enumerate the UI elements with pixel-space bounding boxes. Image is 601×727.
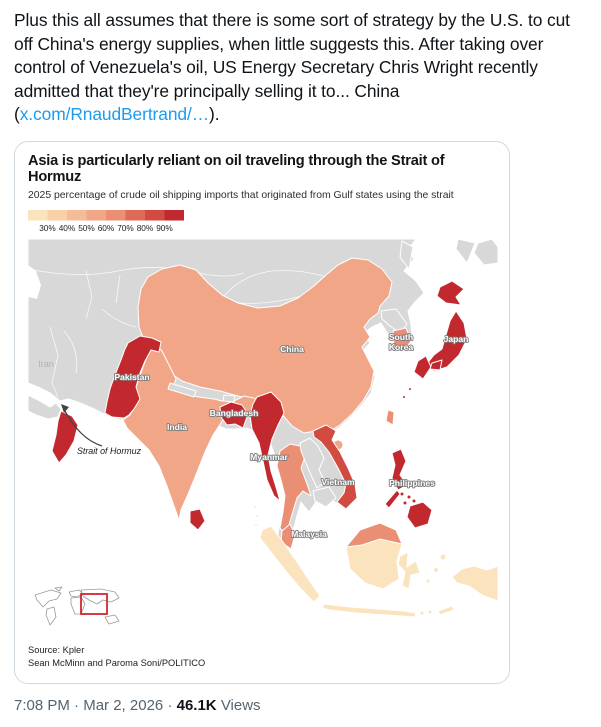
legend-tick-60: 60% [98,223,115,233]
strait-arrow [64,410,103,447]
inset-europe [68,589,84,598]
tweet-meta-footer: 7:08 PM · Mar 2, 2026 · 46.1K Views [0,684,601,727]
label-iran: Iran [38,359,54,369]
country-indonesia-sumatra [259,525,321,603]
country-oman [51,410,79,464]
label-china: China [280,344,304,354]
indonesia-lombok [427,609,433,615]
legend-tick-50: 50% [78,223,95,233]
country-philippines-mindanao [406,501,433,529]
inset-highlight-box [80,593,108,615]
strait-arrowhead [61,403,69,413]
country-philippines-luzon [391,448,408,491]
chart-subtitle: 2025 percentage of crude oil shipping im… [28,189,454,201]
tweet-text: Plus this all assumes that there is some… [0,0,601,137]
legend-swatch-2 [47,209,67,221]
legend-tick-40: 40% [59,223,76,233]
andaman-islands-1 [253,505,257,509]
country-nepal [167,382,197,398]
country-myanmar [249,391,285,502]
tweet-link[interactable]: x.com/RnaudBertrand/… [19,104,209,125]
legend-swatch-8 [164,209,184,221]
tweet-body-before-link: Plus this all assumes that there is some… [14,10,570,125]
country-indonesia-timor [437,605,455,616]
sakhalin-island [399,240,414,270]
country-indonesia-sulawesi [397,551,421,590]
andaman-islands-2 [255,514,259,518]
japan-okinawa-1 [408,386,412,391]
country-south-korea [392,327,412,352]
country-malaysia-borneo [345,522,403,548]
country-japan-kyushu [413,355,432,380]
source-credit: Source: Kpler [28,644,85,655]
choropleth-map: Iran Pakistan China India Bangladesh Mya… [28,238,498,626]
country-sri-lanka [189,508,206,531]
philippines-visayas-3 [402,500,408,506]
tweet-body-after-link: ). [209,104,220,125]
country-vietnam [312,424,358,510]
legend-swatch-4 [86,209,106,221]
country-pakistan [104,335,162,419]
country-laos [299,437,326,489]
legend-swatch-5 [106,209,126,221]
author-credit: Sean McMinn and Paroma Soni/POLITICO [28,658,206,669]
philippines-visayas-4 [411,498,417,504]
country-china [137,257,393,438]
legend-tick-90: 90% [156,223,173,233]
caspian-sea [28,264,41,299]
inset-asia [80,588,120,605]
inset-south-america [45,606,57,626]
kamchatka [455,238,476,264]
label-japan: Japan [444,334,469,344]
label-india: India [167,422,187,432]
label-bangladesh: Bangladesh [210,408,259,418]
asia-map-svg: Iran Pakistan China India Bangladesh Mya… [28,238,498,618]
indonesia-halmahera [439,553,447,561]
philippines-visayas-1 [399,491,405,497]
legend-swatch-7 [145,209,165,221]
label-south-korea-line2: Korea [389,342,414,352]
chart-title: Asia is particularly reliant on oil trav… [28,152,445,185]
inset-greenland [54,586,63,592]
label-malaysia: Malaysia [291,529,327,539]
country-taiwan [385,409,395,426]
legend-tick-70: 70% [117,223,134,233]
andaman-islands-3 [254,523,258,527]
indonesia-bali [419,610,425,616]
inset-north-america [34,589,62,608]
country-japan-shikoku [429,359,443,371]
country-bangladesh [219,401,249,429]
philippines-visayas-2 [406,494,412,500]
japan-okinawa-2 [402,394,406,399]
label-vietnam: Vietnam [321,477,355,487]
label-philippines: Philippines [389,478,435,488]
country-bhutan [222,394,236,403]
world-locator-inset [34,586,120,626]
legend-swatch-6 [125,209,145,221]
strait-of-hormuz-annotation: Strait of Hormuz [77,446,142,456]
label-south-korea-line1: South [389,332,413,342]
country-cambodia [312,486,337,508]
legend-swatch-3 [67,209,87,221]
northeast-russia [473,238,498,266]
indonesia-maluku-2 [433,566,439,573]
country-indonesia-java [321,603,417,618]
indonesia-maluku-1 [425,578,431,584]
legend-tick-80: 80% [137,223,154,233]
embedded-map-card[interactable]: Asia is particularly reliant on oil trav… [14,140,510,684]
arabia-uae-sliver [28,394,62,420]
legend-swatch-1 [28,209,48,221]
legend-tick-30: 30% [39,223,56,233]
label-myanmar: Myanmar [250,452,288,462]
country-japan-hokkaido [436,280,465,306]
color-legend: 30% 40% 50% 60% 70% 80% 90% [28,209,184,233]
inset-australia [104,614,120,625]
label-pakistan: Pakistan [114,372,149,382]
inset-africa [70,596,86,615]
country-indonesia-papua [451,565,498,602]
country-philippines-palawan [384,489,401,509]
